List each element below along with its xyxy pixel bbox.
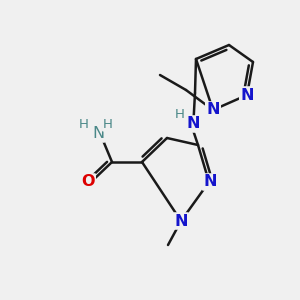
- Text: N: N: [203, 175, 217, 190]
- Text: N: N: [174, 214, 188, 229]
- Text: H: H: [103, 118, 113, 130]
- Text: N: N: [206, 103, 220, 118]
- Text: N: N: [92, 127, 104, 142]
- Text: H: H: [175, 107, 185, 121]
- Text: H: H: [79, 118, 89, 130]
- Text: N: N: [186, 116, 200, 131]
- Text: O: O: [81, 175, 95, 190]
- Text: N: N: [240, 88, 254, 103]
